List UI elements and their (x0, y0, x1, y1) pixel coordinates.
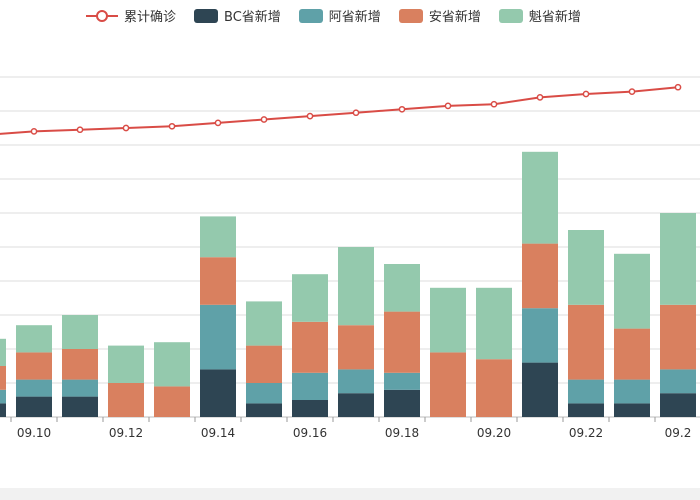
legend-item-series-0[interactable]: BC省新增 (194, 6, 281, 25)
bar-segment (62, 349, 98, 380)
bar-segment (338, 325, 374, 370)
legend-label-series-1: 阿省新增 (328, 10, 381, 25)
legend-swatch-series-2 (398, 8, 423, 23)
bar-segment (522, 308, 558, 363)
bar-segment (660, 369, 696, 394)
cumulative-point (398, 105, 406, 113)
cumulative-point (306, 112, 314, 120)
legend-item-series-1[interactable]: 阿省新增 (298, 6, 381, 25)
x-tick-label: 09.20 (477, 426, 511, 440)
bar-segment (660, 393, 696, 417)
bar-segment (292, 372, 328, 400)
bar-segment (16, 352, 52, 380)
bottom-scrollbar-strip (0, 488, 700, 500)
bar-segment (200, 369, 236, 417)
legend: 累计确诊 BC省新增 阿省新增 安省新增 魁省新增 (86, 6, 581, 25)
bar-segment (0, 389, 6, 404)
cumulative-point (444, 102, 452, 110)
bar-segment (568, 403, 604, 417)
x-tick-label: 09.16 (293, 426, 327, 440)
bar-segment (476, 359, 512, 417)
bar-segment (338, 247, 374, 326)
bar-segment (108, 383, 144, 417)
bar-segment (154, 342, 190, 387)
bar-segment (292, 400, 328, 417)
cumulative-point (76, 126, 84, 134)
bar-segment (154, 386, 190, 417)
cumulative-point (352, 109, 360, 117)
bar-segment (384, 264, 420, 312)
bar-segment (246, 403, 282, 417)
bar-segment (16, 379, 52, 397)
bar-segment (384, 311, 420, 373)
bar-segment (246, 383, 282, 404)
legend-line-circle-icon (86, 9, 118, 22)
x-tick-label: 09.2 (665, 426, 692, 440)
cumulative-point (168, 122, 176, 130)
bar-segment (660, 213, 696, 305)
bar-segment (16, 325, 52, 353)
bar-segment (522, 362, 558, 417)
bar-segment (246, 301, 282, 346)
bar-segment (430, 352, 466, 417)
x-tick-label: 09.10 (17, 426, 51, 440)
cumulative-point (214, 119, 222, 127)
bar-segment (200, 257, 236, 305)
legend-swatch-series-1 (298, 8, 323, 23)
bar-segment (108, 345, 144, 383)
bar-segment (0, 338, 6, 366)
cumulative-point (674, 83, 682, 91)
x-tick-label: 09.18 (385, 426, 419, 440)
legend-label-series-0: BC省新增 (224, 10, 281, 25)
bar-segment (246, 345, 282, 383)
cumulative-point (582, 90, 590, 98)
legend-label-series-3: 魁省新增 (528, 10, 581, 25)
x-tick-label: 09.12 (109, 426, 143, 440)
bar-segment (0, 366, 6, 390)
bar-segment (292, 321, 328, 373)
legend-label-series-2: 安省新增 (428, 10, 481, 25)
bar-segment (614, 379, 650, 404)
bar-segment (62, 379, 98, 397)
bar-segment (614, 253, 650, 329)
bar-segment (522, 243, 558, 309)
bar-segment (338, 393, 374, 417)
legend-item-series-3[interactable]: 魁省新增 (498, 6, 581, 25)
bar-segment (292, 274, 328, 322)
bar-segment (660, 304, 696, 370)
cumulative-point (536, 94, 544, 101)
cumulative-point (628, 88, 636, 95)
cumulative-point (30, 128, 38, 135)
cumulative-point (260, 116, 268, 123)
bar-segment (522, 151, 558, 244)
cumulative-point (490, 100, 498, 108)
bar-segment (16, 396, 52, 417)
bar-segment (614, 328, 650, 380)
bar-segment (62, 315, 98, 349)
bar-segment (62, 396, 98, 417)
bar-segment (384, 389, 420, 417)
legend-item-series-2[interactable]: 安省新增 (398, 6, 481, 25)
legend-item-cumulative[interactable]: 累计确诊 (86, 6, 176, 25)
bar-segment (430, 287, 466, 353)
bar-segment (476, 287, 512, 360)
legend-swatch-series-0 (194, 8, 219, 23)
bar-segment (614, 403, 650, 417)
cumulative-point (122, 124, 130, 132)
bar-segment (200, 304, 236, 370)
bar-segment (568, 304, 604, 380)
bar-segment (338, 369, 374, 394)
bar-segment (568, 230, 604, 305)
bar-segment (0, 403, 6, 417)
bar-segment (384, 372, 420, 390)
legend-label-cumulative: 累计确诊 (124, 10, 177, 25)
legend-swatch-series-3 (498, 8, 523, 23)
x-tick-label: 09.14 (201, 426, 235, 440)
x-tick-label: 09.22 (569, 426, 603, 440)
bar-segment (568, 379, 604, 404)
bar-segment (200, 216, 236, 258)
